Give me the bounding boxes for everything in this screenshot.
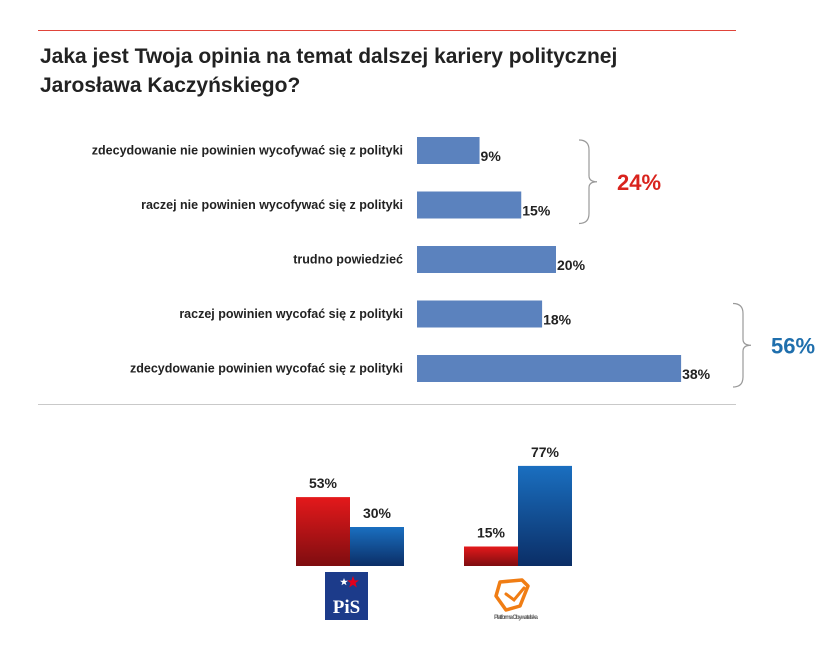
pis-logo: PiS (325, 572, 368, 620)
party-bar-value-label: 30% (363, 505, 392, 521)
title-line-2: Jarosława Kaczyńskiego? (40, 74, 301, 97)
category-label: raczej nie powinien wycofywać się z poli… (141, 198, 403, 212)
bar (417, 191, 522, 219)
po-logo-text: Platforma Obywatelska (494, 615, 539, 621)
party-bar (350, 527, 404, 566)
chart-title: Jaka jest Twoja opinia na temat dalszej … (40, 42, 740, 100)
bar (417, 137, 480, 164)
party-bar (296, 497, 350, 566)
group-total-label: 56% (771, 333, 815, 358)
curly-bracket (578, 139, 598, 225)
bar-value-label: 15% (522, 203, 551, 219)
category-label: zdecydowanie powinien wycofać się z poli… (130, 362, 403, 376)
bar (417, 246, 556, 273)
group-brackets: 24% 56% (578, 139, 815, 388)
party-bar-value-label: 77% (531, 444, 560, 460)
bar-value-label: 20% (557, 257, 586, 273)
section-divider (38, 404, 736, 405)
category-label: trudno powiedzieć (293, 253, 403, 267)
party-bar-chart: 53% 30% 15% 77% (296, 444, 572, 566)
title-line-1: Jaka jest Twoja opinia na temat dalszej … (40, 45, 618, 68)
party-bar (518, 465, 572, 566)
bar-value-label: 9% (481, 148, 502, 164)
horizontal-bar-chart: zdecydowanie nie powinien wycofywać się … (92, 137, 711, 382)
bar (417, 300, 543, 328)
curly-bracket (732, 302, 752, 388)
platforma-obywatelska-logo: Platforma Obywatelska (494, 578, 539, 621)
bar-value-label: 38% (682, 366, 711, 382)
top-divider (38, 30, 736, 31)
party-bar-value-label: 53% (309, 475, 338, 491)
category-label: raczej powinien wycofać się z polityki (179, 307, 403, 321)
bar-value-label: 18% (543, 312, 572, 328)
party-bar (464, 546, 518, 566)
party-bar-value-label: 15% (477, 525, 506, 541)
bar (417, 355, 682, 382)
group-total-label: 24% (617, 170, 661, 195)
pis-logo-text: PiS (333, 597, 360, 618)
category-label: zdecydowanie nie powinien wycofywać się … (92, 144, 403, 158)
